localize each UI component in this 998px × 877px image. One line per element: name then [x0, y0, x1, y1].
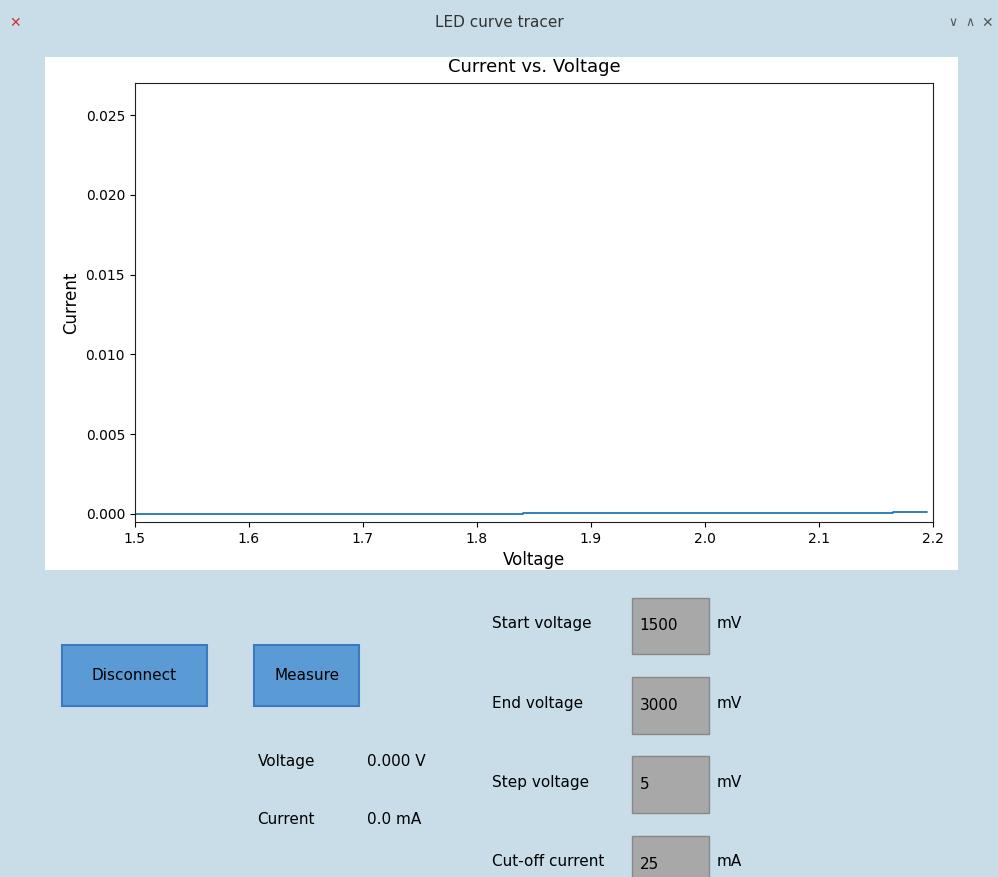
- Text: mA: mA: [717, 854, 742, 869]
- Text: mV: mV: [717, 775, 742, 790]
- Text: 5: 5: [640, 777, 650, 792]
- Text: Voltage: Voltage: [257, 753, 315, 768]
- Text: Current: Current: [257, 811, 315, 826]
- Text: LED curve tracer: LED curve tracer: [434, 15, 564, 31]
- Text: 0.000 V: 0.000 V: [367, 753, 426, 768]
- Text: Step voltage: Step voltage: [492, 775, 589, 790]
- Title: Current vs. Voltage: Current vs. Voltage: [448, 58, 620, 76]
- Text: Disconnect: Disconnect: [92, 668, 177, 683]
- Text: Measure: Measure: [274, 668, 339, 683]
- FancyBboxPatch shape: [632, 836, 709, 877]
- FancyBboxPatch shape: [632, 598, 709, 654]
- Text: 1500: 1500: [640, 618, 679, 633]
- Text: ∨: ∨: [948, 17, 958, 29]
- FancyBboxPatch shape: [632, 677, 709, 733]
- Text: mV: mV: [717, 695, 742, 710]
- FancyBboxPatch shape: [40, 54, 963, 573]
- X-axis label: Voltage: Voltage: [503, 551, 565, 569]
- Text: 3000: 3000: [640, 698, 679, 713]
- Text: ∧: ∧: [965, 17, 975, 29]
- Text: 25: 25: [640, 857, 659, 872]
- Y-axis label: Current: Current: [62, 271, 80, 334]
- Text: mV: mV: [717, 617, 742, 631]
- Text: 0.0 mA: 0.0 mA: [367, 811, 421, 826]
- Text: Start voltage: Start voltage: [492, 617, 592, 631]
- Text: Cut-off current: Cut-off current: [492, 854, 605, 869]
- FancyBboxPatch shape: [254, 645, 359, 706]
- FancyBboxPatch shape: [632, 757, 709, 813]
- Text: End voltage: End voltage: [492, 695, 583, 710]
- FancyBboxPatch shape: [62, 645, 207, 706]
- Text: ✕: ✕: [9, 16, 21, 30]
- Text: ✕: ✕: [981, 16, 993, 30]
